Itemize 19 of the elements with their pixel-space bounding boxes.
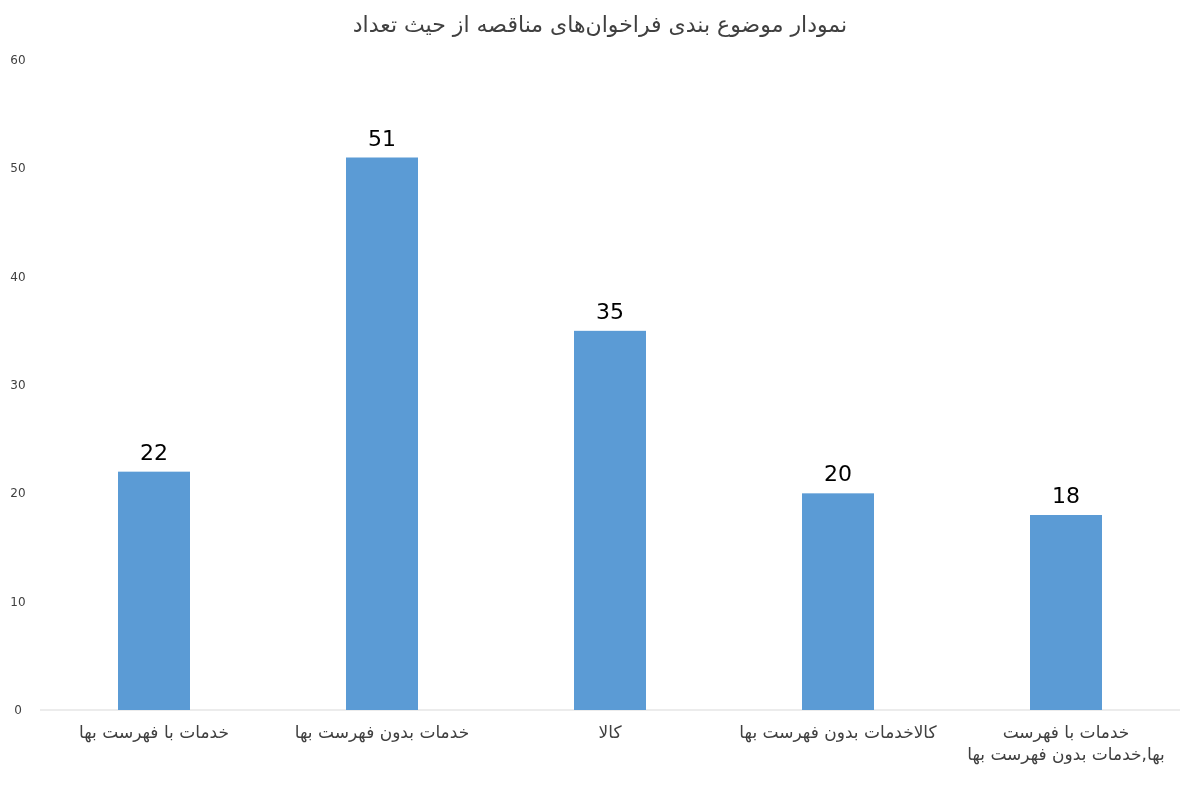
y-tick-label: 0 (14, 703, 22, 717)
data-label: 20 (824, 461, 852, 487)
category-label: بها,خدمات بدون فهرست بها (967, 744, 1165, 764)
y-tick-label: 50 (10, 161, 26, 176)
category-label: خدمات بدون فهرست بها (294, 722, 470, 742)
category-label: خدمات با فهرست بها (79, 722, 229, 742)
y-tick-label: 40 (10, 269, 26, 284)
data-label: 35 (596, 298, 624, 324)
data-label: 18 (1052, 483, 1080, 508)
data-label: 51 (368, 125, 396, 151)
y-tick-label: 60 (10, 53, 26, 67)
y-tick-label: 30 (10, 378, 26, 392)
category-label: خدمات با فهرست (1002, 722, 1130, 742)
y-tick-label: 20 (10, 486, 26, 501)
category-label: کالاخدمات بدون فهرست بها (739, 722, 937, 742)
category-label: کالا (598, 722, 622, 742)
title: نمودار موضوع بندی فراخوان‌های مناقصه از حیث تعداد (352, 12, 848, 37)
y-tick-label: 10 (10, 594, 26, 609)
data-label: 22 (140, 439, 168, 465)
